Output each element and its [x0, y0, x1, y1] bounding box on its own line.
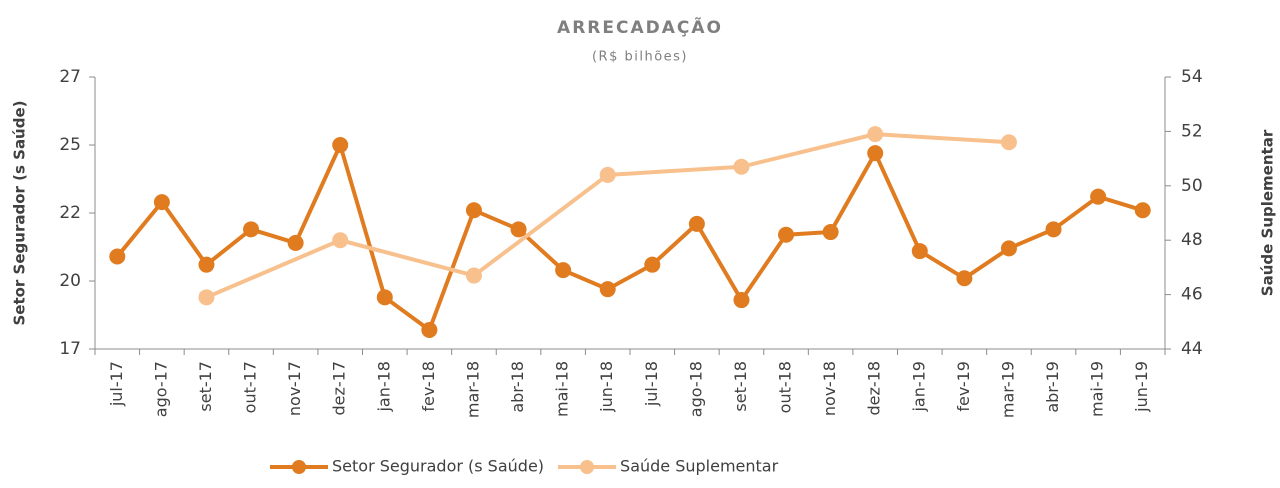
series-point	[867, 145, 884, 162]
x-tick-label: set-18	[731, 361, 750, 412]
y2-axis-title: Saúde Suplementar	[1259, 129, 1277, 296]
series-point	[956, 270, 973, 287]
legend-marker	[580, 460, 595, 474]
series-point	[465, 202, 482, 219]
series-point	[778, 226, 795, 243]
x-tick-label: jul-18	[642, 361, 661, 407]
series-point	[555, 262, 572, 279]
x-tick-label: mai-18	[553, 361, 572, 417]
series-point	[332, 137, 349, 153]
series-line	[205, 132, 1010, 300]
series-point	[465, 267, 482, 284]
series-point	[287, 234, 304, 251]
y2-tick-label: 46	[1181, 285, 1203, 305]
y2-tick-label: 44	[1181, 339, 1203, 359]
y2-tick-label: 52	[1181, 121, 1203, 141]
series-point	[376, 289, 393, 306]
y-tick-label: 20	[59, 271, 81, 291]
series-point	[1000, 240, 1017, 257]
legend-label: Setor Segurador (s Saúde)	[332, 457, 544, 476]
y2-tick-label: 54	[1181, 67, 1203, 87]
x-tick-label: jun-19	[1132, 361, 1151, 413]
series-point	[867, 126, 884, 143]
series-point	[198, 289, 215, 306]
x-tick-label: jul-17	[107, 361, 126, 407]
x-tick-label: dez-18	[865, 361, 884, 416]
series-point	[198, 256, 215, 273]
series-point	[153, 194, 170, 211]
y-axis-title: Setor Segurador (s Saúde)	[11, 100, 29, 325]
series-point	[1045, 221, 1062, 238]
series-point	[1134, 202, 1151, 219]
series-point	[599, 281, 616, 298]
series-point	[510, 221, 527, 238]
series-point	[332, 232, 349, 249]
x-tick-label: nov-18	[820, 361, 839, 416]
y-tick-label: 17	[59, 339, 81, 359]
series-point	[822, 224, 839, 241]
y2-tick-label: 48	[1181, 230, 1203, 250]
legend-label: Saúde Suplementar	[620, 457, 779, 476]
series-point	[1090, 188, 1107, 205]
series-point	[688, 215, 705, 232]
x-tick-label: jan-18	[374, 361, 393, 413]
x-tick-label: abr-19	[1043, 361, 1062, 413]
series-point	[1000, 134, 1017, 151]
x-tick-label: mar-19	[998, 361, 1017, 418]
chart-subtitle: (R$ bilhões)	[592, 50, 688, 65]
legend-marker	[292, 460, 306, 474]
series-point	[109, 248, 126, 265]
x-tick-label: jun-18	[597, 361, 616, 413]
y-tick-label: 22	[59, 203, 81, 223]
x-tick-label: mar-18	[463, 361, 482, 418]
series-point	[733, 292, 750, 309]
x-tick-label: out-18	[776, 361, 795, 413]
series-point	[733, 158, 750, 175]
series-point	[599, 166, 616, 183]
x-tick-label: mai-19	[1088, 361, 1107, 417]
series-point	[243, 221, 260, 238]
x-tick-label: fev-19	[954, 361, 973, 412]
y-tick-label: 27	[59, 67, 81, 87]
x-tick-label: fev-18	[419, 361, 438, 412]
x-tick-label: jan-19	[909, 361, 928, 413]
chart-title: ARRECADAÇÃO	[557, 15, 723, 38]
series-point	[644, 256, 661, 273]
x-tick-label: ago-17	[151, 361, 170, 417]
series-point	[421, 321, 438, 338]
x-tick-label: out-17	[241, 361, 260, 413]
x-tick-label: abr-18	[508, 361, 527, 413]
x-tick-label: set-17	[196, 361, 215, 412]
y2-tick-label: 50	[1181, 176, 1203, 196]
x-tick-label: nov-17	[285, 361, 304, 416]
x-tick-label: dez-17	[330, 361, 349, 416]
y-tick-label: 25	[59, 135, 81, 155]
x-tick-label: ago-18	[686, 361, 705, 417]
series-point	[911, 243, 928, 260]
